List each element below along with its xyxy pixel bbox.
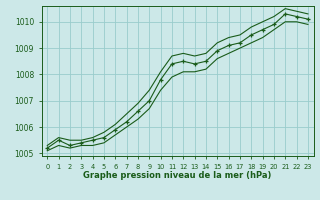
X-axis label: Graphe pression niveau de la mer (hPa): Graphe pression niveau de la mer (hPa) [84, 171, 272, 180]
